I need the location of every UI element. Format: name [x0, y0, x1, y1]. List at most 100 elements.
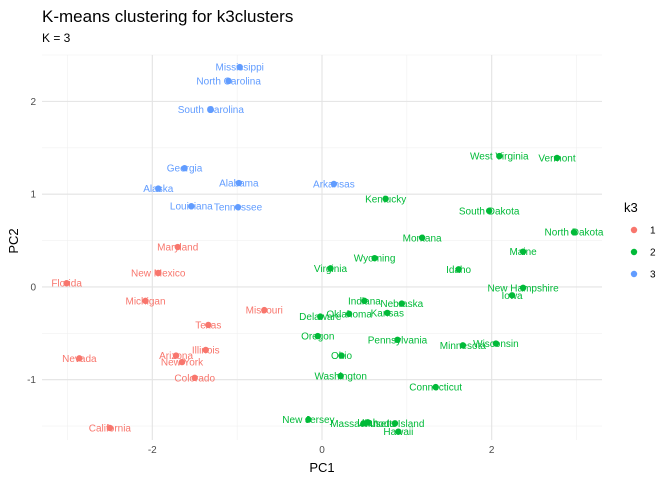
y-axis-title: PC2: [6, 228, 21, 253]
data-point: [76, 355, 83, 362]
data-point: [142, 297, 149, 305]
y-tick-label: 1: [30, 190, 36, 201]
point-label: Iowa: [501, 291, 523, 302]
point-label: Idaho: [446, 265, 471, 276]
legend: k3 1 2 3: [624, 200, 656, 281]
data-point: [155, 269, 162, 277]
data-point: [181, 164, 188, 172]
axis-tick-labels: -2 0 2 -1 0 1 2: [27, 97, 495, 456]
data-point: [235, 179, 243, 187]
data-point: [155, 185, 162, 192]
point-label: Nevada: [62, 354, 97, 365]
data-point: [188, 203, 195, 210]
x-tick-label: 2: [489, 445, 495, 456]
data-point: [305, 416, 312, 423]
data-point: [225, 77, 232, 85]
legend-title: k3: [624, 200, 638, 215]
point-label: South Carolina: [178, 105, 245, 116]
data-point: [191, 374, 198, 382]
data-point: [178, 358, 186, 366]
point-label: Ohio: [331, 351, 353, 362]
point-label: North Carolina: [196, 76, 261, 87]
data-point: [314, 332, 321, 340]
point-label: Utah: [357, 418, 378, 429]
point-label: Arkansas: [313, 179, 355, 190]
point-label: New Mexico: [131, 269, 186, 280]
data-point: [398, 300, 405, 307]
legend-key: [630, 226, 638, 234]
data-point: [345, 310, 353, 318]
point-label: Hawaii: [383, 427, 413, 438]
point-label: New Hampshire: [488, 283, 560, 294]
x-axis-title: PC1: [309, 460, 334, 475]
data-point: [508, 292, 516, 299]
point-label: Oklahoma: [326, 309, 372, 320]
data-point: [63, 280, 70, 287]
point-label: Wyoming: [354, 254, 396, 265]
point-label: Washington: [314, 371, 366, 382]
point-label: Minnesota: [440, 341, 487, 352]
point-label: Massachusetts: [330, 419, 397, 430]
y-tick-label: 0: [30, 282, 36, 293]
legend-label: 2: [650, 248, 656, 259]
data-point: [337, 372, 344, 380]
point-label: California: [89, 423, 132, 434]
data-point: [394, 336, 401, 344]
data-point: [384, 309, 391, 317]
data-point: [205, 321, 212, 329]
y-tick-label: -1: [27, 375, 36, 386]
data-point: [317, 313, 324, 320]
point-label: Pennsylvania: [368, 335, 428, 346]
point-label: Rhode Island: [366, 419, 425, 430]
data-point: [361, 297, 368, 305]
y-tick-label: 2: [30, 97, 36, 108]
data-point: [261, 306, 268, 314]
data-point: [418, 234, 426, 241]
x-tick-label: 0: [319, 445, 325, 456]
data-point: [202, 346, 209, 354]
point-label: North Dakota: [545, 228, 604, 239]
point-label: Texas: [195, 320, 221, 331]
legend-label: 3: [650, 270, 656, 281]
data-point: [364, 419, 372, 426]
data-point: [106, 424, 114, 432]
point-label: Florida: [51, 279, 82, 290]
legend-key: [630, 270, 638, 278]
chart-subtitle: K = 3: [42, 31, 71, 45]
data-point: [519, 248, 527, 255]
data-point: [172, 352, 180, 359]
data-point: [330, 180, 338, 188]
data-point: [338, 352, 345, 359]
data-point: [485, 207, 493, 215]
point-label: Virginia: [314, 264, 348, 275]
data-point: [327, 265, 334, 272]
legend-label: 1: [650, 226, 656, 237]
scatter-points: [63, 63, 578, 435]
point-label: Tennessee: [214, 203, 263, 214]
point-label: Kentucky: [365, 194, 406, 205]
point-label: New York: [161, 358, 204, 369]
data-point: [459, 342, 467, 349]
data-point: [570, 228, 578, 236]
data-point: [207, 106, 215, 113]
point-label: Illinois: [192, 346, 220, 357]
point-label: West Virginia: [470, 152, 529, 163]
point-label: Indiana: [348, 296, 381, 307]
data-point: [496, 152, 503, 160]
point-label: Montana: [403, 233, 442, 244]
point-label: South Dakota: [459, 206, 520, 217]
data-point: [236, 63, 243, 71]
point-label: Colorado: [174, 373, 215, 384]
point-label: Alabama: [219, 179, 259, 190]
point-label: Vermont: [538, 153, 575, 164]
point-label: Maryland: [157, 243, 198, 254]
major-gridlines: [42, 55, 602, 440]
legend-key: [630, 248, 638, 256]
point-label: Mississippi: [216, 63, 264, 74]
data-point: [519, 284, 527, 292]
data-point: [234, 203, 242, 211]
data-point: [455, 266, 462, 273]
point-label: Maine: [509, 247, 537, 258]
data-point: [391, 420, 399, 427]
